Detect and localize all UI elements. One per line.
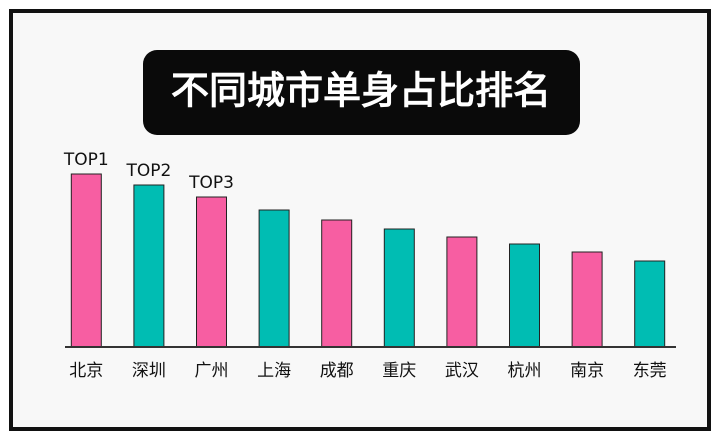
x-tick-label: 北京 (69, 361, 103, 381)
x-tick-label: 东莞 (633, 361, 667, 381)
annotation: TOP1 (63, 150, 109, 170)
x-tick-label: 上海 (257, 361, 291, 381)
bar (70, 173, 102, 348)
x-tick-label: 广州 (195, 361, 229, 381)
bar (446, 236, 478, 348)
title-box (143, 50, 580, 135)
x-tick-label: 武汉 (445, 361, 479, 381)
bar (258, 209, 290, 348)
x-tick-label: 重庆 (382, 361, 416, 381)
bar (383, 228, 415, 348)
bar (571, 251, 603, 348)
x-tick-label: 成都 (320, 361, 354, 381)
x-tick-label: 杭州 (508, 361, 542, 381)
bar (196, 196, 227, 348)
bar (133, 184, 165, 348)
x-tick-label: 深圳 (132, 361, 166, 381)
bar (321, 219, 353, 348)
x-tick-label: 南京 (570, 361, 604, 381)
annotation: TOP3 (188, 173, 234, 193)
bar (634, 260, 666, 348)
bar (509, 243, 540, 348)
annotation: TOP2 (125, 161, 171, 181)
chart-title: 不同城市单身占比排名 (171, 69, 551, 113)
